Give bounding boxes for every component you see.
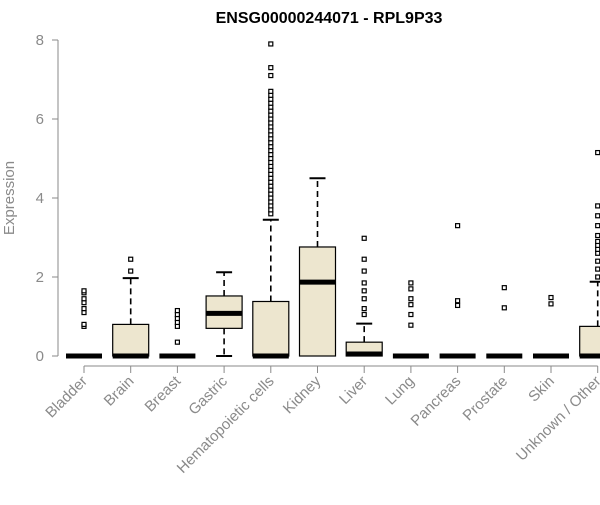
y-tick-label: 0	[36, 348, 44, 365]
box	[112, 323, 150, 357]
outlier-point	[595, 238, 600, 245]
outlier-point	[361, 296, 367, 302]
y-tick-label: 6	[36, 111, 44, 128]
outlier-point	[268, 41, 274, 47]
box-group	[205, 271, 243, 357]
outlier-point	[81, 288, 87, 294]
outlier-point	[361, 256, 367, 262]
outlier-point	[268, 88, 274, 94]
boxes	[66, 41, 600, 359]
box-group	[298, 177, 337, 357]
outlier-point	[361, 288, 367, 294]
box	[252, 300, 290, 357]
outlier-point	[128, 268, 134, 274]
outlier-point	[408, 296, 414, 302]
outlier-point	[408, 286, 414, 292]
outlier-point	[548, 294, 554, 301]
outlier-point	[361, 235, 367, 241]
y-tick-label: 2	[36, 269, 44, 286]
outlier-point	[268, 72, 274, 79]
outlier-point	[455, 302, 461, 309]
outlier-point	[361, 311, 367, 318]
outlier-point	[408, 302, 414, 308]
x-tick-label: Lung	[382, 373, 418, 409]
outlier-point	[548, 301, 554, 307]
box-group	[252, 41, 290, 359]
outlier-point	[595, 223, 600, 229]
outlier-point	[595, 213, 600, 219]
outlier-point	[81, 296, 87, 302]
outlier-point	[501, 305, 507, 311]
outlier-point	[408, 311, 414, 318]
box	[298, 246, 337, 357]
x-tick-label: Prostate	[460, 373, 512, 425]
outlier-point	[408, 280, 414, 286]
outlier-point	[455, 298, 461, 304]
box-group	[439, 223, 476, 359]
x-tick-label: Liver	[336, 373, 371, 408]
outlier-point	[174, 307, 180, 314]
box-group	[533, 294, 569, 359]
x-tick-label: Kidney	[280, 372, 325, 417]
outlier-point	[128, 256, 134, 262]
outlier-point	[595, 266, 600, 272]
x-tick-label: Pancreas	[408, 373, 465, 430]
x-tick-label: Bladder	[42, 373, 91, 422]
x-tick-label: Skin	[525, 373, 558, 406]
box-group	[112, 256, 150, 359]
box-group	[159, 307, 196, 359]
x-tick-label: Unknown / Other	[513, 373, 600, 465]
box-group	[66, 288, 102, 359]
chart-title: ENSG00000244071 - RPL9P33	[216, 10, 443, 27]
outlier-point	[361, 280, 367, 286]
y-tick-label: 4	[36, 190, 44, 207]
box-group	[486, 285, 523, 359]
outlier-point	[81, 321, 87, 327]
outlier-point	[361, 306, 367, 312]
outlier-point	[595, 232, 600, 239]
box-group	[392, 280, 429, 359]
y-tick-label: 8	[36, 32, 44, 49]
outlier-point	[595, 274, 600, 280]
box-group	[345, 235, 383, 357]
y-axis-label: Expression	[1, 161, 18, 235]
box-group	[579, 149, 600, 359]
outlier-point	[595, 203, 600, 209]
x-tick-label: Gastric	[185, 372, 231, 418]
x-tick-label: Brain	[101, 373, 138, 410]
outlier-point	[595, 258, 600, 264]
outlier-point	[81, 306, 87, 312]
outlier-point	[174, 339, 180, 345]
outlier-point	[501, 285, 507, 291]
outlier-point	[268, 65, 274, 71]
box	[579, 325, 600, 357]
outlier-point	[408, 322, 414, 328]
outlier-point	[455, 223, 461, 229]
x-tick-label: Breast	[142, 372, 185, 415]
outlier-point	[595, 149, 600, 156]
outlier-point	[361, 268, 367, 274]
